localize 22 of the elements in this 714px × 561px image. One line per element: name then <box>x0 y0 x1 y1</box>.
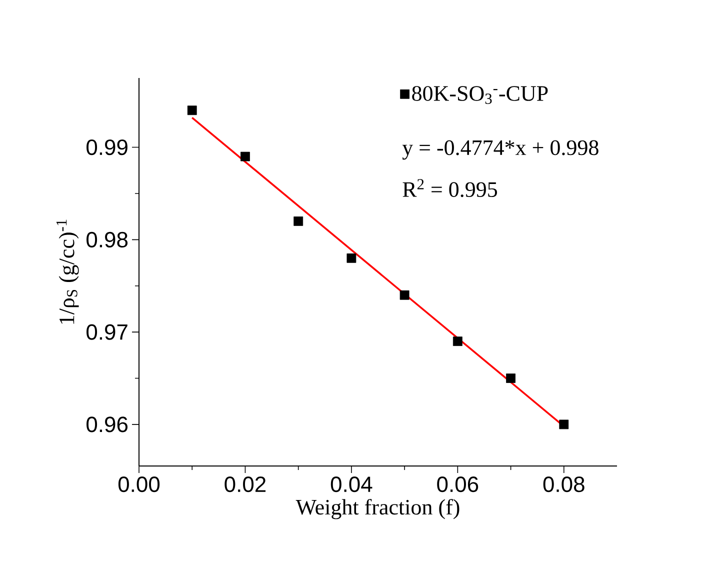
point <box>294 216 304 226</box>
y-axis-title: 1/ρ$_{S}$ (g/cc)$^{-1}$ <box>56 220 79 324</box>
annotation: R$^{2}$ = 0.995 <box>402 179 497 198</box>
legend-label: 80K-SO$_{3}$$^{-}$-CUP <box>412 86 548 104</box>
x-tick-label: 0.00 <box>118 476 160 492</box>
point <box>400 290 410 300</box>
y-tick-label: 0.97 <box>86 324 128 340</box>
x-tick-label: 0.02 <box>224 476 266 492</box>
x-tick-label: 0.06 <box>437 476 478 492</box>
x-tick-label: 0.08 <box>543 476 584 492</box>
point <box>346 253 356 263</box>
point <box>187 106 197 116</box>
x-axis-title: Weight fraction (f) <box>296 498 460 520</box>
y-tick-label: 0.98 <box>86 232 128 248</box>
y-tick-label: 0.96 <box>86 416 128 432</box>
point <box>452 336 462 346</box>
point <box>559 420 569 430</box>
point <box>506 374 516 383</box>
annotation: y = -0.4774*x + 0.998 <box>402 140 598 160</box>
point <box>240 152 250 162</box>
x-tick-label: 0.04 <box>330 476 372 492</box>
y-tick-label: 0.99 <box>86 140 128 156</box>
